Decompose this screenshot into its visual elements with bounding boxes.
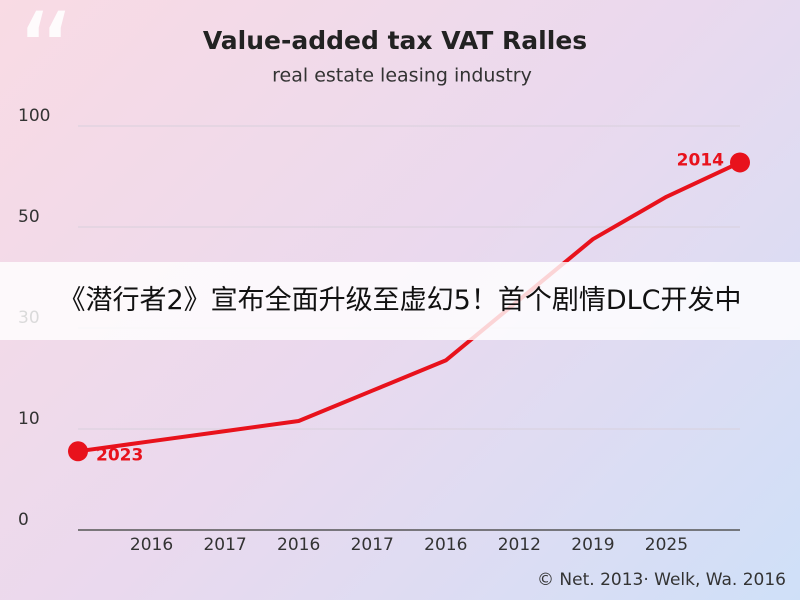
y-tick-label: 100 (18, 106, 50, 126)
footer: © Net. 2013· Welk, Wa. 2016 (537, 570, 786, 590)
line (77, 160, 741, 454)
x-tick-label: 2016 (277, 535, 320, 555)
x-tick-label: 2019 (571, 535, 614, 555)
quote-mark: “ (18, 0, 75, 116)
y-tick-label: 10 (18, 409, 40, 429)
x-tick-label: 2025 (645, 535, 688, 555)
annotation: 2014 (677, 150, 724, 170)
chart-title: Value-added tax VAT Ralles (203, 26, 587, 55)
end-marker (68, 441, 88, 462)
end-marker (730, 152, 750, 173)
chart-subtitle: real estate leasing industry (272, 65, 532, 87)
x-tick-label: 2017 (351, 535, 394, 555)
x-tick-label: 2016 (130, 535, 173, 555)
y-tick-label: 0 (18, 510, 29, 530)
x-tick-label: 2012 (498, 535, 541, 555)
y-tick-label: 50 (18, 207, 40, 227)
banner: 《潜行者2》宣布全面升级至虚幻5！首个剧情DLC开发中 (0, 262, 800, 340)
annotation: 2023 (96, 445, 143, 465)
x-tick-label: 2016 (424, 535, 467, 555)
x-tick-label: 2017 (203, 535, 246, 555)
